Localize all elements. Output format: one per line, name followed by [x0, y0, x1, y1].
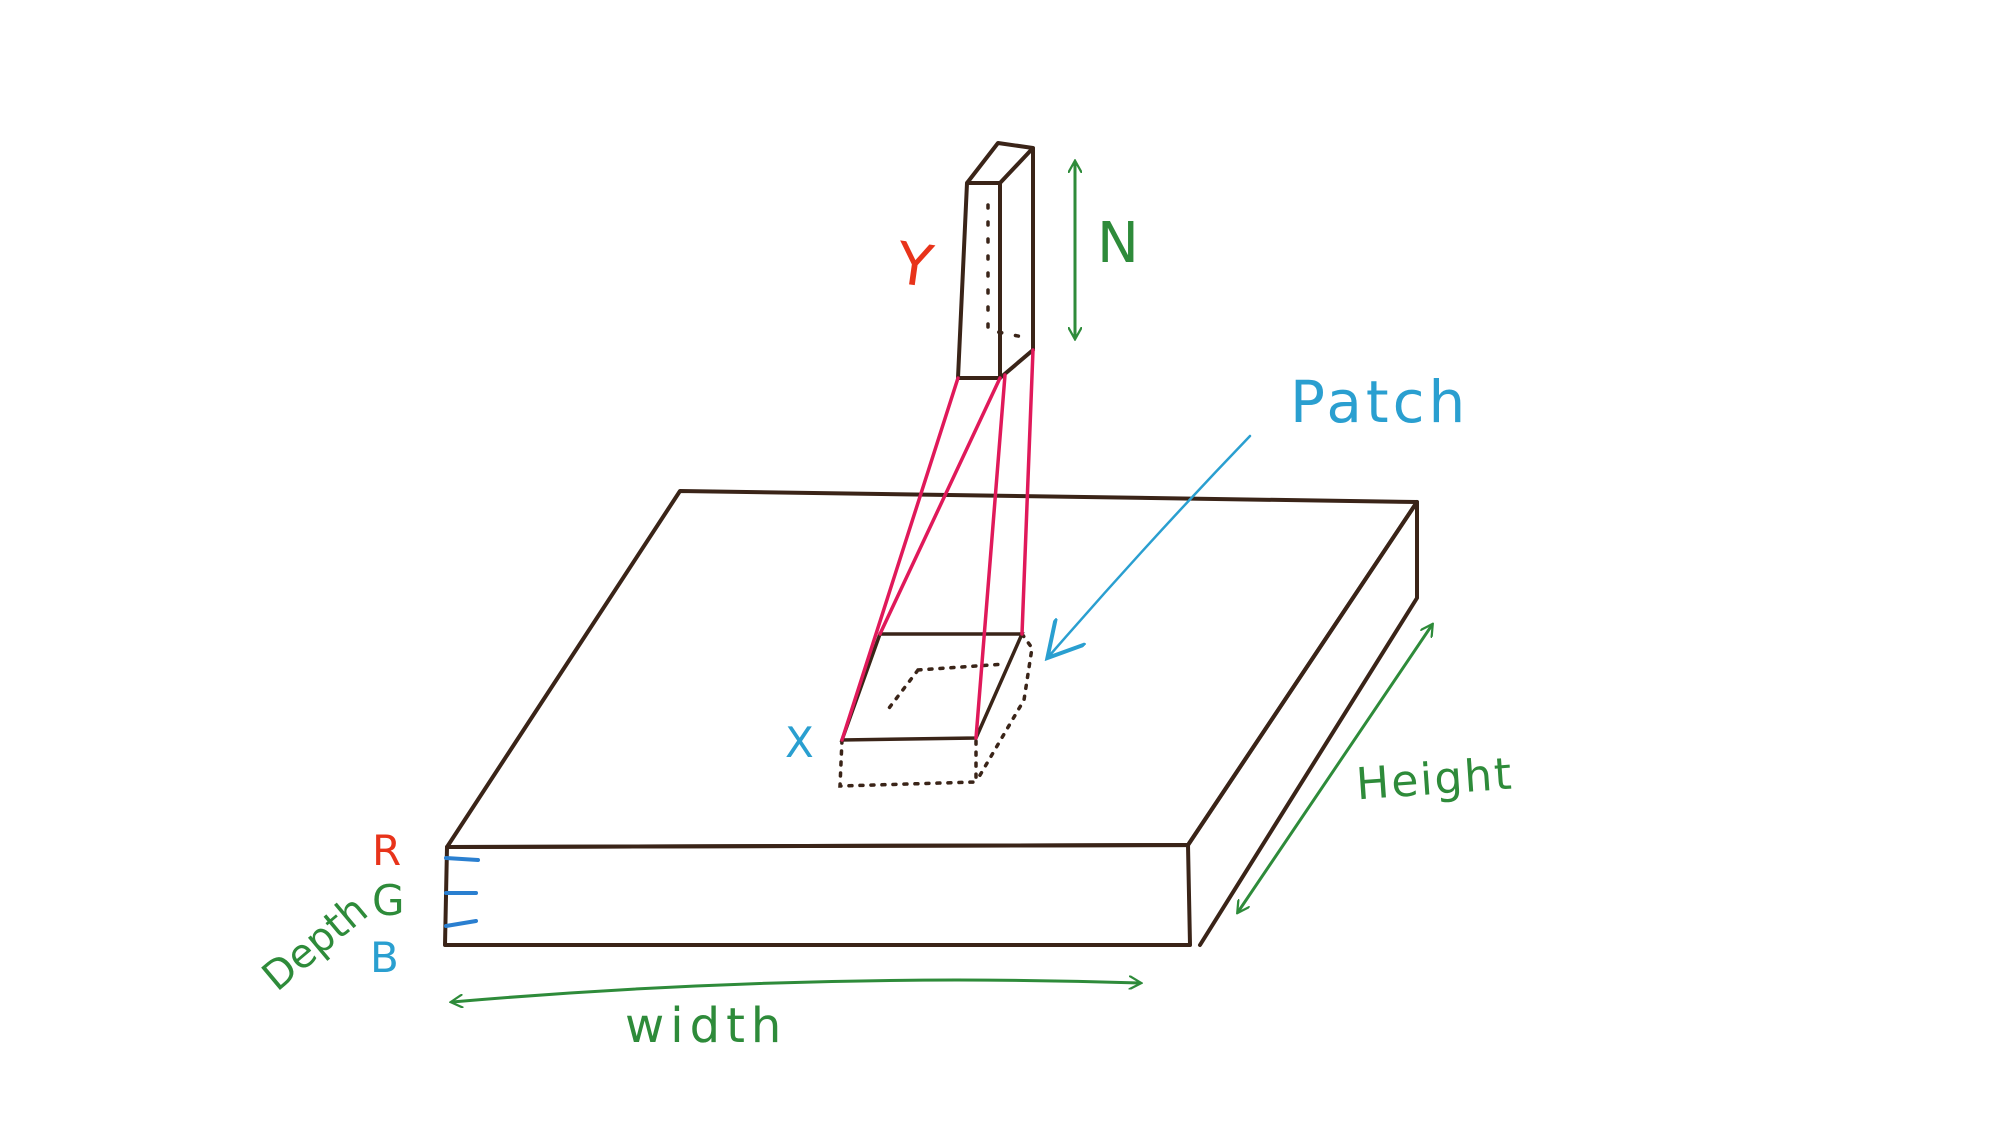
height-arrow	[1238, 625, 1432, 912]
label-b: B	[370, 933, 399, 982]
vector-front-face	[956, 181, 1002, 380]
channel-tick-r	[444, 856, 480, 862]
label-height: Height	[1354, 749, 1515, 811]
label-n: N	[1097, 211, 1139, 276]
vector-right-face	[998, 148, 1035, 380]
patch-pointer-arrow	[1050, 434, 1252, 655]
label-width: width	[625, 998, 787, 1054]
output-vector-bar	[956, 141, 1035, 380]
patch-inner-hidden	[884, 662, 1007, 714]
label-x: X	[785, 718, 814, 767]
channel-ticks	[444, 856, 480, 928]
patch-to-vector-connectors	[840, 348, 1035, 742]
image-block-right-face	[1186, 500, 1419, 947]
patch-side-right	[974, 632, 1034, 784]
label-y: Y	[891, 229, 937, 301]
channel-tick-b	[444, 919, 478, 928]
patch-bottom-front	[838, 736, 978, 788]
connector-line	[1020, 348, 1035, 636]
connector-line	[974, 373, 1007, 740]
image-block-front-face	[443, 843, 1192, 947]
label-patch: Patch	[1290, 368, 1469, 436]
label-r: R	[372, 826, 401, 875]
connector-line	[840, 376, 960, 742]
vector-dots	[986, 203, 1030, 340]
connector-line	[878, 376, 1002, 636]
vector-top-face	[965, 141, 1035, 185]
label-g: G	[372, 876, 405, 925]
dimension-arrows	[452, 162, 1432, 1002]
patch-top-face	[839, 632, 1025, 742]
image-block	[443, 489, 1419, 947]
label-depth: Depth	[254, 887, 377, 1001]
width-arrow	[452, 980, 1140, 1002]
